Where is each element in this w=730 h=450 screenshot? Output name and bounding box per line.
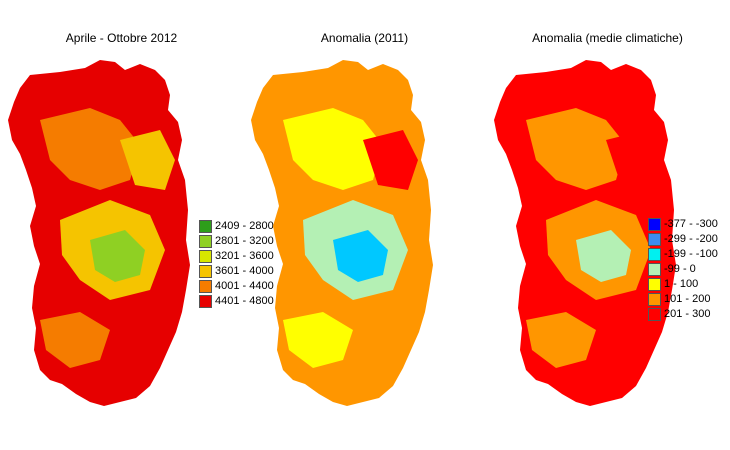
- legend-swatch: [648, 308, 661, 321]
- map-zone: [283, 312, 353, 368]
- legend-swatch: [648, 248, 661, 261]
- legend-item: 101 - 200: [648, 292, 718, 307]
- legend-swatch: [199, 220, 212, 233]
- legend-item: 201 - 300: [648, 307, 718, 322]
- legend-swatch: [199, 280, 212, 293]
- legend-label: 2409 - 2800: [215, 220, 274, 232]
- legend-label: 1 - 100: [664, 278, 699, 290]
- legend-label: -99 - 0: [664, 263, 696, 275]
- legend-item: 4001 - 4400: [199, 279, 274, 294]
- legend-label: -199 - -100: [664, 248, 718, 260]
- map-panel-2: Anomalia (2011): [243, 0, 486, 450]
- panel-title: Aprile - Ottobre 2012: [65, 31, 178, 45]
- legend-swatch: [199, 295, 212, 308]
- legend-item: -299 - -200: [648, 232, 718, 247]
- panel-title: Anomalia (2011): [320, 31, 409, 45]
- legend-label: 3201 - 3600: [215, 250, 274, 262]
- legend-swatch: [648, 263, 661, 276]
- map-zone: [363, 130, 418, 190]
- legend-item: -99 - 0: [648, 262, 718, 277]
- map-zone: [40, 108, 140, 190]
- sardinia-map-2: [251, 60, 433, 406]
- legend-item: -199 - -100: [648, 247, 718, 262]
- legend-label: 4401 - 4800: [215, 295, 274, 307]
- map-zone: [606, 130, 661, 190]
- map-zone: [120, 130, 175, 190]
- map-zone: [576, 230, 631, 282]
- legend-swatch: [199, 265, 212, 278]
- legend-item: 3601 - 4000: [199, 264, 274, 279]
- map-zone: [333, 230, 388, 282]
- legend-label: 2801 - 3200: [215, 235, 274, 247]
- legend-item: 1 - 100: [648, 277, 718, 292]
- legend-item: 2409 - 2800: [199, 219, 274, 234]
- legend-swatch: [648, 233, 661, 246]
- legend-label: 201 - 300: [664, 308, 711, 320]
- legend-label: 3601 - 4000: [215, 265, 274, 277]
- map-zone: [283, 108, 383, 190]
- legend-item: 2801 - 3200: [199, 234, 274, 249]
- legend-swatch: [648, 218, 661, 231]
- map-panel-3: Anomalia (medie climatiche) -377 - -300-…: [486, 0, 729, 450]
- legend-label: 101 - 200: [664, 293, 711, 305]
- legend-swatch: [199, 250, 212, 263]
- legend-swatch: [648, 293, 661, 306]
- map-panel-1: Aprile - Ottobre 2012 2409 - 2800 2801 - …: [0, 0, 274, 450]
- legend-item: -377 - -300: [648, 217, 718, 232]
- legend-label: -377 - -300: [664, 218, 718, 230]
- sardinia-map-3: [494, 60, 676, 406]
- legend-label: 4001 - 4400: [215, 280, 274, 292]
- legend: -377 - -300 -299 - -200 -199 - -100 -99 - 0…: [648, 217, 718, 322]
- legend-label: -299 - -200: [664, 233, 718, 245]
- map-zone: [526, 108, 626, 190]
- legend-item: 3201 - 3600: [199, 249, 274, 264]
- map-zone: [40, 312, 110, 368]
- map-zone: [90, 230, 145, 282]
- map-zone: [526, 312, 596, 368]
- legend-swatch: [199, 235, 212, 248]
- legend-swatch: [648, 278, 661, 291]
- sardinia-map-1: [8, 60, 190, 406]
- panel-title: Anomalia (medie climatiche): [532, 31, 683, 45]
- legend-item: 4401 - 4800: [199, 294, 274, 309]
- legend: 2409 - 2800 2801 - 3200 3201 - 3600 3601 - …: [199, 219, 274, 309]
